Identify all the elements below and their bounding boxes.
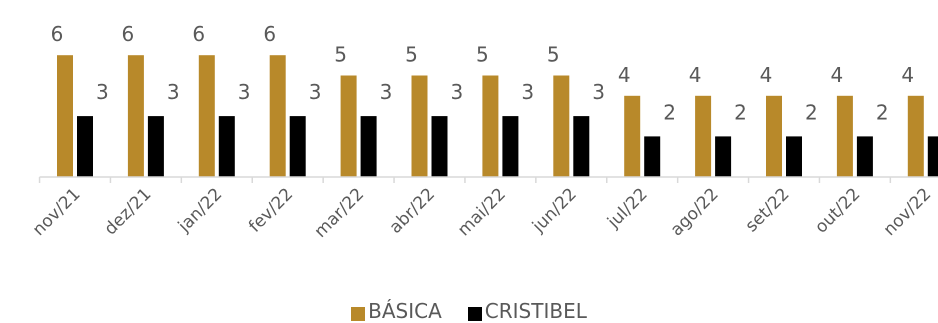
bar-basica [907, 95, 924, 177]
legend: BÁSICA CRISTIBEL [0, 299, 938, 323]
data-label-basica: 4 [689, 63, 702, 87]
legend-swatch-cristibel [467, 307, 482, 321]
data-label-cristibel: 3 [521, 80, 534, 104]
data-label-cristibel: 2 [663, 100, 676, 124]
x-tick-label: jul/22 [603, 184, 652, 233]
x-tick-label: set/22 [742, 184, 794, 236]
bar-cristibel [573, 116, 590, 177]
x-tick-label: ago/22 [667, 184, 723, 240]
data-label-basica: 5 [476, 43, 489, 67]
x-tick-label: dez/21 [101, 184, 156, 239]
bar-cristibel [289, 116, 306, 177]
bar-basica [482, 75, 499, 177]
bar-basica [695, 95, 712, 177]
data-label-cristibel: 3 [167, 80, 180, 104]
bar-basica [269, 55, 286, 178]
bar-basica [57, 55, 73, 178]
bar-basica [411, 75, 428, 177]
bar-basica [198, 55, 215, 178]
data-label-cristibel: 3 [96, 80, 109, 104]
x-tick-label: mar/22 [311, 184, 369, 242]
data-label-cristibel: 2 [876, 100, 889, 124]
data-label-cristibel: 3 [451, 80, 464, 104]
bar-cristibel [218, 116, 235, 177]
bar-cristibel [77, 116, 93, 177]
bar-basica [340, 75, 357, 177]
legend-label-cristibel: CRISTIBEL [484, 299, 587, 323]
x-tick-label: mai/22 [454, 184, 510, 240]
data-label-basica: 6 [192, 22, 205, 46]
bar-basica [624, 95, 641, 177]
x-tick-label: nov/22 [880, 184, 936, 240]
x-tick-label: out/22 [811, 184, 864, 237]
bar-cristibel [856, 136, 873, 177]
data-label-basica: 6 [263, 22, 276, 46]
data-label-basica: 5 [334, 43, 347, 67]
data-label-basica: 4 [901, 63, 914, 87]
data-label-basica: 5 [547, 43, 560, 67]
legend-swatch-basica [351, 307, 366, 321]
bar-cristibel [715, 136, 732, 177]
bar-cristibel [360, 116, 377, 177]
x-tick-label: jan/22 [174, 184, 227, 237]
bar-cristibel [927, 136, 938, 177]
data-label-basica: 5 [405, 43, 418, 67]
x-tick-label: jun/22 [528, 184, 581, 237]
bar-cristibel [786, 136, 802, 177]
bar-basica [766, 95, 782, 177]
legend-label-basica: BÁSICA [368, 299, 442, 323]
legend-item-basica: BÁSICA [351, 299, 442, 323]
x-tick-label: nov/21 [29, 184, 85, 240]
x-tick-label: abr/22 [386, 184, 439, 237]
data-label-cristibel: 2 [734, 100, 747, 124]
x-tick-label: fev/22 [245, 184, 297, 236]
bar-basica [127, 55, 144, 178]
data-label-basica: 6 [51, 22, 64, 46]
data-label-cristibel: 3 [380, 80, 393, 104]
bar-cristibel [644, 136, 661, 177]
data-label-cristibel: 2 [805, 100, 818, 124]
legend-item-cristibel: CRISTIBEL [467, 299, 587, 323]
data-label-basica: 4 [618, 63, 631, 87]
bar-cristibel [431, 116, 448, 177]
bar-basica [553, 75, 570, 177]
bar-cristibel [147, 116, 164, 177]
data-label-cristibel: 3 [238, 80, 251, 104]
data-label-cristibel: 3 [592, 80, 605, 104]
bar-basica [836, 95, 853, 177]
bar-chart: 63636363535353534242424242 nov/21dez/21j… [29, 22, 938, 242]
data-label-cristibel: 3 [309, 80, 322, 104]
data-label-basica: 4 [760, 63, 773, 87]
data-label-basica: 4 [831, 63, 844, 87]
bar-cristibel [502, 116, 519, 177]
data-label-basica: 6 [122, 22, 135, 46]
x-axis: nov/21 dez/21 jan/22 fev/22 mar/22 abr/22 mai/… [29, 176, 938, 242]
bars-layer: 63636363535353534242424242 [51, 22, 938, 178]
